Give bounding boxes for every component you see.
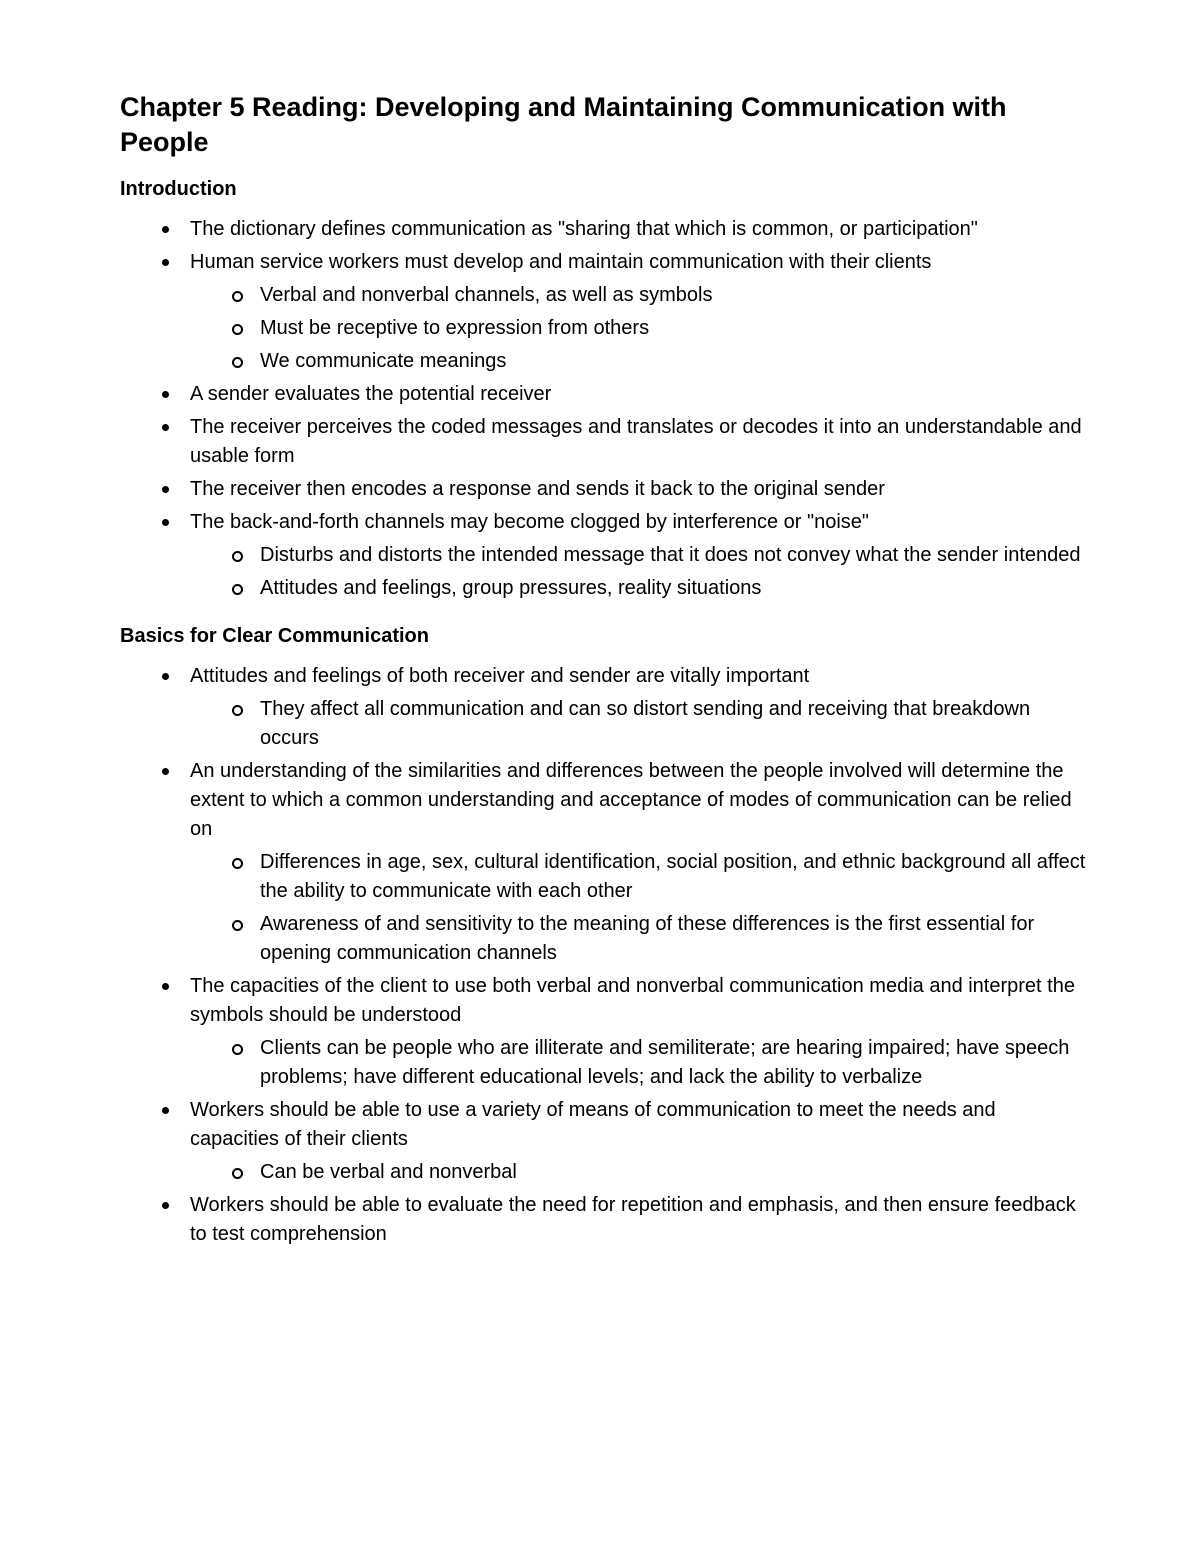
list-item: Human service workers must develop and m… — [162, 248, 1090, 376]
list-item: Attitudes and feelings of both receiver … — [162, 662, 1090, 753]
sub-bullet-list: Differences in age, sex, cultural identi… — [190, 848, 1090, 968]
list-item: Awareness of and sensitivity to the mean… — [232, 910, 1090, 968]
list-item-text: An understanding of the similarities and… — [190, 760, 1072, 840]
list-item: The dictionary defines communication as … — [162, 215, 1090, 244]
list-item: Attitudes and feelings, group pressures,… — [232, 574, 1090, 603]
list-item-text: Clients can be people who are illiterate… — [260, 1037, 1069, 1088]
list-item-text: We communicate meanings — [260, 350, 506, 372]
sub-bullet-list: Clients can be people who are illiterate… — [190, 1034, 1090, 1092]
list-item-text: The back-and-forth channels may become c… — [190, 511, 869, 533]
list-item-text: Human service workers must develop and m… — [190, 251, 931, 273]
page-title: Chapter 5 Reading: Developing and Mainta… — [120, 90, 1090, 160]
list-item: Must be receptive to expression from oth… — [232, 314, 1090, 343]
list-item-text: Can be verbal and nonverbal — [260, 1161, 517, 1183]
list-item-text: They affect all communication and can so… — [260, 698, 1030, 749]
list-item: Differences in age, sex, cultural identi… — [232, 848, 1090, 906]
list-item-text: Disturbs and distorts the intended messa… — [260, 544, 1081, 566]
section-heading: Introduction — [120, 178, 1090, 201]
list-item-text: Differences in age, sex, cultural identi… — [260, 851, 1085, 902]
list-item: The receiver perceives the coded message… — [162, 413, 1090, 471]
list-item-text: Awareness of and sensitivity to the mean… — [260, 913, 1034, 964]
list-item: Workers should be able to evaluate the n… — [162, 1191, 1090, 1249]
list-item: We communicate meanings — [232, 347, 1090, 376]
bullet-list: The dictionary defines communication as … — [120, 215, 1090, 603]
section-heading: Basics for Clear Communication — [120, 625, 1090, 648]
sub-bullet-list: Verbal and nonverbal channels, as well a… — [190, 281, 1090, 376]
list-item-text: The receiver perceives the coded message… — [190, 416, 1082, 467]
list-item: Disturbs and distorts the intended messa… — [232, 541, 1090, 570]
list-item: The back-and-forth channels may become c… — [162, 508, 1090, 603]
list-item: They affect all communication and can so… — [232, 695, 1090, 753]
sub-bullet-list: Can be verbal and nonverbal — [190, 1158, 1090, 1187]
list-item-text: Attitudes and feelings, group pressures,… — [260, 577, 761, 599]
list-item: The capacities of the client to use both… — [162, 972, 1090, 1092]
list-item-text: Verbal and nonverbal channels, as well a… — [260, 284, 712, 306]
list-item-text: The dictionary defines communication as … — [190, 218, 978, 240]
list-item: Can be verbal and nonverbal — [232, 1158, 1090, 1187]
list-item-text: The receiver then encodes a response and… — [190, 478, 885, 500]
list-item-text: The capacities of the client to use both… — [190, 975, 1075, 1026]
list-item-text: A sender evaluates the potential receive… — [190, 383, 551, 405]
list-item: Workers should be able to use a variety … — [162, 1096, 1090, 1187]
list-item: The receiver then encodes a response and… — [162, 475, 1090, 504]
list-item: An understanding of the similarities and… — [162, 757, 1090, 968]
list-item: Clients can be people who are illiterate… — [232, 1034, 1090, 1092]
list-item-text: Workers should be able to use a variety … — [190, 1099, 996, 1150]
list-item: A sender evaluates the potential receive… — [162, 380, 1090, 409]
sections-container: Introduction The dictionary defines commu… — [120, 178, 1090, 1249]
bullet-list: Attitudes and feelings of both receiver … — [120, 662, 1090, 1249]
list-item-text: Must be receptive to expression from oth… — [260, 317, 649, 339]
list-item-text: Attitudes and feelings of both receiver … — [190, 665, 809, 687]
sub-bullet-list: They affect all communication and can so… — [190, 695, 1090, 753]
sub-bullet-list: Disturbs and distorts the intended messa… — [190, 541, 1090, 603]
list-item-text: Workers should be able to evaluate the n… — [190, 1194, 1076, 1245]
document-page: Chapter 5 Reading: Developing and Mainta… — [0, 0, 1200, 1553]
list-item: Verbal and nonverbal channels, as well a… — [232, 281, 1090, 310]
